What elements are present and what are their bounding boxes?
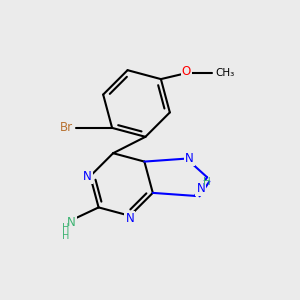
Text: H: H [62, 224, 69, 233]
Text: Br: Br [60, 122, 73, 134]
Text: N: N [196, 182, 205, 195]
Text: CH₃: CH₃ [215, 68, 234, 78]
Text: O: O [182, 65, 191, 78]
Text: N: N [185, 152, 194, 165]
Text: N: N [125, 212, 134, 225]
Text: N: N [83, 169, 92, 183]
Text: H: H [62, 231, 69, 241]
Text: H: H [203, 177, 211, 188]
Text: N: N [67, 216, 76, 229]
